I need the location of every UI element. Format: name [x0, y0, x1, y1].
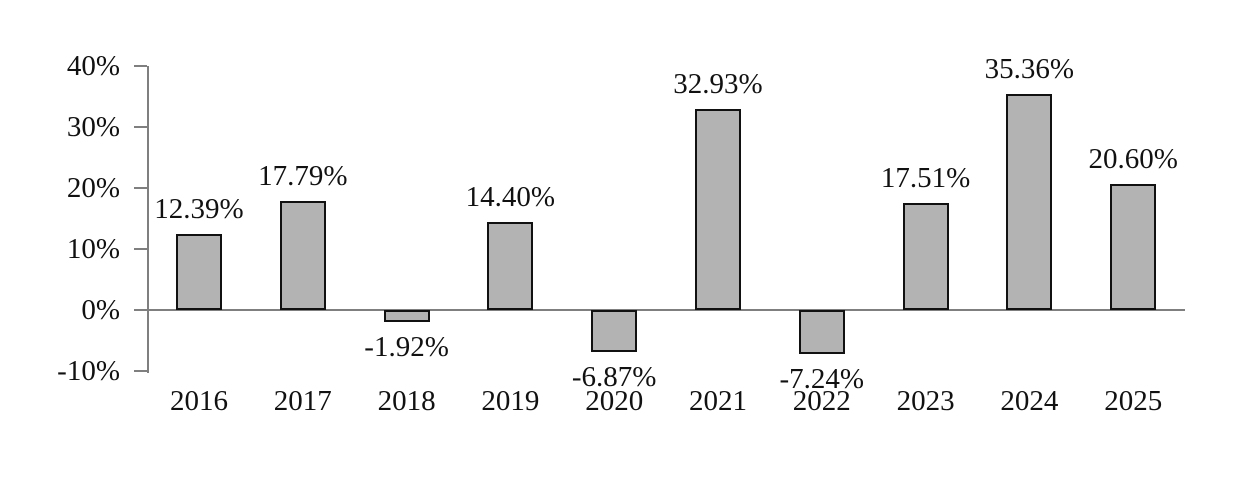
bar-value-label-2022: -7.24%	[779, 363, 865, 396]
bar-2020	[591, 310, 638, 352]
y-tick-mark	[134, 126, 147, 128]
x-label-2025: 2025	[1104, 385, 1163, 417]
x-label-2020: 2020	[585, 385, 644, 417]
x-axis-zero-line	[147, 309, 1185, 311]
bar-value-label-2021: 32.93%	[673, 68, 763, 101]
y-tick-label: 10%	[66, 233, 120, 265]
bar-2017	[279, 201, 326, 310]
bar-value-label-2019: 14.40%	[465, 181, 556, 214]
y-axis-line	[147, 66, 149, 373]
y-tick-mark	[134, 309, 147, 311]
bar-2023	[902, 203, 949, 310]
y-tick-label: 30%	[66, 111, 120, 143]
bar-2022	[798, 310, 845, 355]
bar-2019	[487, 222, 534, 310]
y-tick-label: 20%	[66, 172, 120, 204]
x-label-2023: 2023	[896, 385, 955, 417]
x-label-2022: 2022	[792, 385, 851, 417]
y-tick-mark	[134, 187, 147, 189]
bar-2021	[695, 109, 741, 310]
bar-value-label-2017: 17.79%	[258, 160, 348, 193]
bar-2016	[176, 234, 222, 310]
bar-value-label-2024: 35.36%	[984, 53, 1075, 86]
bar-2024	[1006, 94, 1053, 310]
y-tick-label: -10%	[57, 355, 120, 387]
y-tick-label: 40%	[66, 50, 120, 82]
x-label-2021: 2021	[689, 385, 747, 417]
x-label-2019: 2019	[481, 385, 540, 417]
bar-value-label-2016: 12.39%	[154, 193, 244, 226]
bar-value-label-2018: -1.92%	[364, 330, 449, 363]
y-tick-mark	[134, 370, 147, 372]
bar-2018	[383, 310, 430, 322]
x-label-2017: 2017	[273, 385, 332, 417]
y-tick-mark	[134, 65, 147, 67]
bar-value-label-2023: 17.51%	[880, 162, 971, 195]
bar-value-label-2020: -6.87%	[571, 360, 657, 393]
x-label-2016: 2016	[170, 385, 228, 417]
y-tick-mark	[134, 248, 147, 250]
x-label-2024: 2024	[1000, 385, 1059, 417]
y-tick-label: 0%	[81, 294, 120, 326]
bar-2025	[1110, 184, 1157, 310]
x-label-2018: 2018	[377, 385, 436, 417]
bar-value-label-2025: 20.60%	[1088, 143, 1178, 176]
